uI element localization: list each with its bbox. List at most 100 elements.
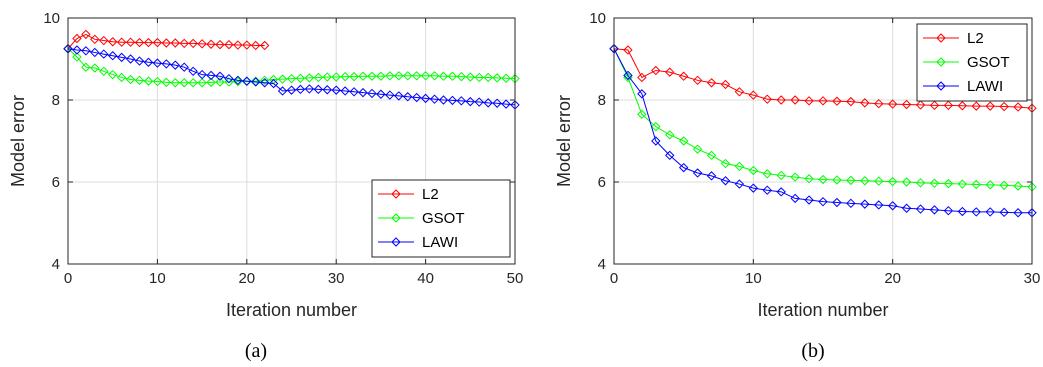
data-point-b-gsot (860, 176, 870, 186)
data-point-a-gsot (304, 73, 315, 83)
data-point-a-gsot (358, 71, 368, 81)
data-point-a-gsot (188, 78, 198, 88)
legend-marker-a-gsot (391, 213, 401, 223)
data-point-b-gsot (874, 176, 884, 186)
legend-marker-b-gsot (936, 57, 946, 67)
data-point-a-l2 (259, 40, 270, 51)
data-point-a-l2 (215, 39, 225, 50)
data-point-b-l2 (985, 101, 995, 111)
data-point-a-gsot (251, 76, 261, 86)
x-axis-label-b: Iteration number (757, 300, 888, 320)
data-point-b-l2 (720, 79, 731, 90)
legend-entry-b-gsot: GSOT (923, 54, 1010, 71)
data-point-a-lawi (179, 62, 189, 72)
legend-marker-b-lawi (936, 81, 946, 91)
data-point-b-lawi (762, 185, 772, 195)
data-point-b-gsot (706, 150, 717, 161)
data-point-a-lawi (215, 71, 225, 81)
data-point-b-gsot (776, 170, 786, 181)
data-point-a-lawi (268, 78, 279, 89)
data-point-b-lawi (734, 179, 745, 189)
data-point-a-lawi (492, 98, 502, 108)
data-point-a-lawi (188, 66, 198, 77)
legend-entry-a-lawi: LAWI (378, 234, 458, 251)
data-point-a-gsot (420, 71, 431, 81)
data-point-b-lawi (999, 207, 1009, 218)
x-tick-label-a: 10 (149, 270, 166, 287)
data-point-a-lawi (474, 97, 484, 107)
data-point-a-lawi (313, 84, 324, 95)
data-point-a-lawi (242, 76, 252, 86)
legend-entry-a-gsot: GSOT (378, 210, 465, 227)
series-group-a (63, 29, 520, 110)
data-point-a-lawi (429, 94, 440, 104)
data-point-a-gsot (277, 74, 288, 84)
data-point-a-lawi (438, 95, 449, 105)
data-point-a-gsot (107, 69, 118, 80)
data-point-a-lawi (367, 88, 377, 99)
legend-label-b-gsot: GSOT (967, 54, 1010, 71)
data-point-b-lawi (804, 195, 814, 205)
data-point-a-l2 (242, 40, 252, 50)
data-point-b-gsot (651, 121, 661, 132)
data-point-a-lawi (286, 85, 297, 95)
data-point-a-gsot (340, 71, 350, 82)
data-point-a-l2 (224, 39, 234, 50)
data-point-a-l2 (152, 37, 163, 48)
data-point-b-gsot (985, 180, 995, 190)
data-point-a-lawi (420, 93, 431, 104)
data-point-b-lawi (874, 200, 884, 210)
data-point-b-gsot (1013, 181, 1023, 191)
data-point-b-gsot (692, 144, 703, 154)
data-point-a-lawi (322, 85, 332, 95)
y-tick-label-b: 10 (589, 10, 606, 27)
data-point-a-lawi (125, 54, 136, 64)
data-point-b-lawi (901, 203, 912, 213)
y-tick-label-a: 8 (52, 92, 60, 109)
data-point-a-l2 (170, 38, 180, 48)
data-point-b-lawi (832, 197, 842, 208)
data-point-a-lawi (152, 58, 163, 68)
data-point-a-lawi (233, 75, 243, 86)
data-point-a-l2 (197, 39, 207, 49)
data-point-b-lawi (985, 207, 995, 217)
data-point-a-gsot (429, 71, 440, 81)
data-point-a-lawi (385, 90, 395, 100)
legend-marker-a-l2 (391, 189, 401, 199)
data-point-a-lawi (277, 86, 288, 96)
data-point-a-l2 (161, 38, 172, 48)
x-tick-label-a: 50 (507, 270, 524, 287)
data-point-a-gsot (447, 71, 458, 81)
x-tick-label-a: 40 (417, 270, 434, 287)
data-point-a-l2 (206, 39, 216, 49)
data-point-b-l2 (762, 94, 772, 104)
data-point-a-lawi (134, 56, 145, 66)
data-point-b-gsot (678, 136, 689, 146)
data-point-a-lawi (259, 78, 270, 88)
data-point-b-l2 (651, 65, 661, 76)
data-point-b-gsot (790, 172, 800, 182)
data-point-a-lawi (72, 45, 82, 55)
data-point-a-l2 (116, 37, 127, 47)
data-point-a-gsot (465, 72, 476, 82)
data-point-a-lawi (456, 96, 467, 106)
ticks-a: 0 10 20 30 40 50 4 6 8 10 (43, 10, 523, 287)
data-point-b-l2 (971, 101, 981, 111)
data-point-b-gsot (887, 176, 898, 187)
data-point-b-gsot (957, 179, 968, 189)
data-point-b-gsot (665, 130, 675, 140)
legend-a: L2 GSOT LAWI (371, 179, 511, 258)
y-axis-label-b: Model error (554, 95, 574, 187)
data-point-b-l2 (818, 96, 828, 106)
data-point-a-gsot (403, 71, 413, 81)
data-point-b-gsot (999, 180, 1009, 190)
data-point-a-lawi (411, 92, 422, 103)
data-point-a-lawi (224, 73, 234, 84)
data-point-a-gsot (331, 72, 341, 82)
data-point-a-l2 (251, 40, 261, 51)
data-point-b-l2 (678, 71, 689, 81)
data-point-a-gsot (215, 77, 225, 87)
data-point-b-l2 (957, 101, 968, 111)
data-point-b-gsot (971, 179, 981, 190)
